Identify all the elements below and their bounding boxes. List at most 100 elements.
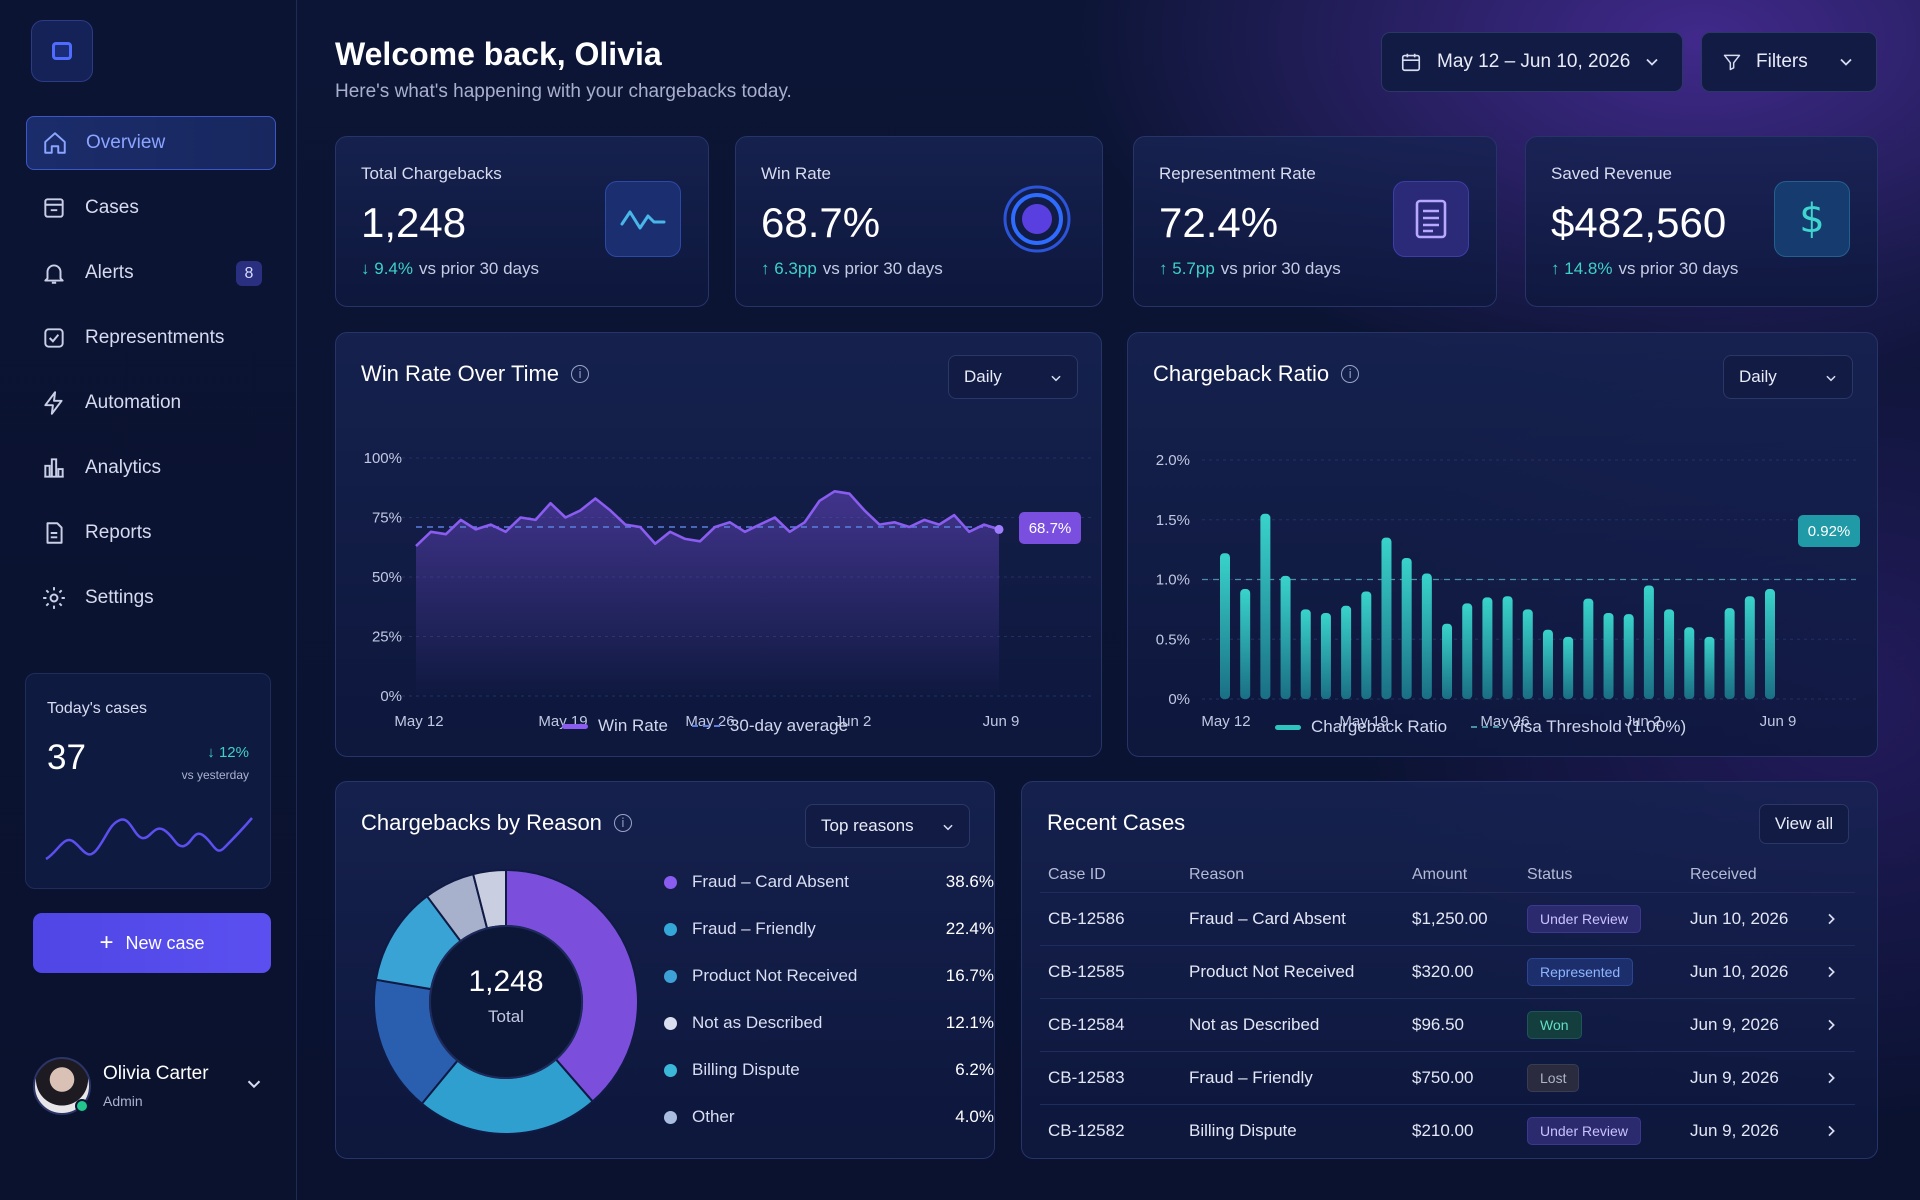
reason-percent: 38.6% [945,872,994,891]
kpi-compare: vs prior 30 days [1618,259,1739,278]
kpi-change-value: 6.3pp [774,259,817,278]
logo-icon [52,42,72,60]
case-amount: $320.00 [1412,962,1474,981]
legend-swatch [1275,724,1301,730]
win-rate-period-select[interactable]: Daily [948,355,1078,399]
case-amount: $96.50 [1412,1015,1464,1034]
chevron-right-icon[interactable] [1823,1123,1839,1139]
ratio-bar [1280,575,1291,699]
cases-icon [44,198,64,218]
ratio-bar [1482,597,1493,699]
sidebar-item-alerts[interactable]: Alerts 8 [26,246,276,300]
new-case-button[interactable]: + New case [33,913,271,973]
date-range-picker[interactable]: May 12 – Jun 10, 2026 [1381,32,1683,92]
table-row[interactable]: CB-12582 Billing Dispute $210.00 Under Revi… [1040,1104,1855,1156]
table-row[interactable]: CB-12583 Fraud – Friendly $750.00 Lost Jun 9… [1040,1051,1855,1103]
legend-dot [664,876,677,889]
sidebar-nav: Overview Cases Alerts 8 Representments Automa… [26,116,276,636]
ratio-bar [1684,627,1695,699]
legend-dot [664,970,677,983]
sidebar-item-analytics[interactable]: Analytics [26,441,276,495]
sidebar-item-cases[interactable]: Cases [26,181,276,235]
kpi-label: Saved Revenue [1551,164,1672,183]
ratio-bar [1361,591,1372,699]
current-ratio-label: 0.92% [1808,523,1851,540]
user-name: Olivia Carter [103,1063,209,1084]
app-logo[interactable] [31,20,93,82]
filters-label: Filters [1756,51,1808,72]
chevron-down-icon[interactable] [243,1073,265,1095]
y-tick-label: 1.0% [1156,572,1190,589]
ratio-title-text: Chargeback Ratio [1153,361,1330,386]
x-tick-label: Jun 9 [1760,713,1797,730]
reason-legend-item: Other 4.0% [664,1102,994,1132]
user-profile[interactable]: Olivia Carter Admin [33,1057,273,1115]
alerts-count-badge: 8 [236,261,262,286]
todays-cases-sparkline [45,817,253,861]
legend-dash [1471,726,1500,728]
sidebar-item-settings[interactable]: Settings [26,571,276,625]
y-tick-label: 100% [364,450,402,467]
reason-percent: 6.2% [955,1060,994,1079]
reasons-panel: Chargebacks by Reason i Top reasons 1,248… [335,781,995,1159]
chevron-right-icon[interactable] [1823,911,1839,927]
info-icon[interactable]: i [613,814,632,832]
arrow-up-icon: ↑ [1159,259,1173,278]
chevron-right-icon[interactable] [1823,964,1839,980]
info-icon[interactable]: i [1341,365,1360,383]
case-id: CB-12583 [1048,1068,1125,1087]
x-tick-label: May 19 [1339,713,1388,730]
case-received: Jun 10, 2026 [1690,962,1789,981]
reasons-filter-label: Top reasons [821,816,914,835]
reason-name: Fraud – Friendly [692,919,816,938]
kpi-card-total-chargebacks: Total Chargebacks 1,248 ↓ 9.4% vs prior 30 … [335,136,709,307]
chevron-right-icon[interactable] [1823,1017,1839,1033]
new-case-label: New case [125,932,205,953]
reason-name: Not as Described [692,1013,823,1032]
table-row[interactable]: CB-12585 Product Not Received $320.00 Repre… [1040,945,1855,997]
info-icon[interactable]: i [571,365,590,383]
reason-name: Other [692,1107,735,1126]
ratio-period-select[interactable]: Daily [1723,355,1853,399]
kpi-change-value: 5.7pp [1172,259,1215,278]
kpi-card-win-rate: Win Rate 68.7% ↑ 6.3pp vs prior 30 days [735,136,1103,307]
y-tick-label: 2.0% [1156,452,1190,469]
kpi-change: ↑ 14.8% vs prior 30 days [1551,259,1738,279]
ratio-bar [1401,557,1412,699]
reasons-title-text: Chargebacks by Reason [361,810,602,835]
sidebar-item-representments[interactable]: Representments [26,311,276,365]
ratio-bar [1341,605,1352,699]
y-tick-label: 0% [380,688,402,705]
ratio-bar [1240,589,1251,699]
legend-dot [664,1017,677,1030]
reasons-filter-select[interactable]: Top reasons [805,804,970,848]
case-received: Jun 9, 2026 [1690,1015,1779,1034]
legend-dash [691,725,720,727]
ratio-bar [1381,537,1392,699]
reason-legend-item: Fraud – Friendly 22.4% [664,914,994,944]
sidebar-item-overview[interactable]: Overview [26,116,276,170]
sidebar-item-reports[interactable]: Reports [26,506,276,560]
filters-button[interactable]: Filters [1701,32,1877,92]
todays-cases-change-value: 12% [218,744,249,761]
calendar-icon [1401,53,1421,72]
win-rate-title-text: Win Rate Over Time [361,361,560,386]
y-tick-label: 0% [1168,691,1190,708]
table-row[interactable]: CB-12586 Fraud – Card Absent $1,250.00 Unde… [1040,892,1855,944]
kpi-label: Win Rate [761,164,831,183]
view-all-button[interactable]: View all [1759,804,1849,844]
sidebar-item-label: Overview [86,132,166,153]
sidebar-item-automation[interactable]: Automation [26,376,276,430]
chevron-right-icon[interactable] [1823,1070,1839,1086]
ratio-bar [1300,609,1311,699]
ratio-bar [1320,612,1331,699]
ratio-bar [1442,623,1453,699]
status-badge: Under Review [1527,1117,1641,1145]
column-header: Case ID [1048,866,1106,883]
ratio-bar [1643,585,1654,699]
kpi-compare: vs prior 30 days [1220,259,1341,278]
reason-percent: 22.4% [945,919,994,938]
win-rate-chart: 0%25%50%75%100%68.7%May 12 May 19 May 26 Ju… [364,450,1091,730]
table-row[interactable]: CB-12584 Not as Described $96.50 Won Jun 9, … [1040,998,1855,1050]
ratio-bar [1462,603,1473,699]
